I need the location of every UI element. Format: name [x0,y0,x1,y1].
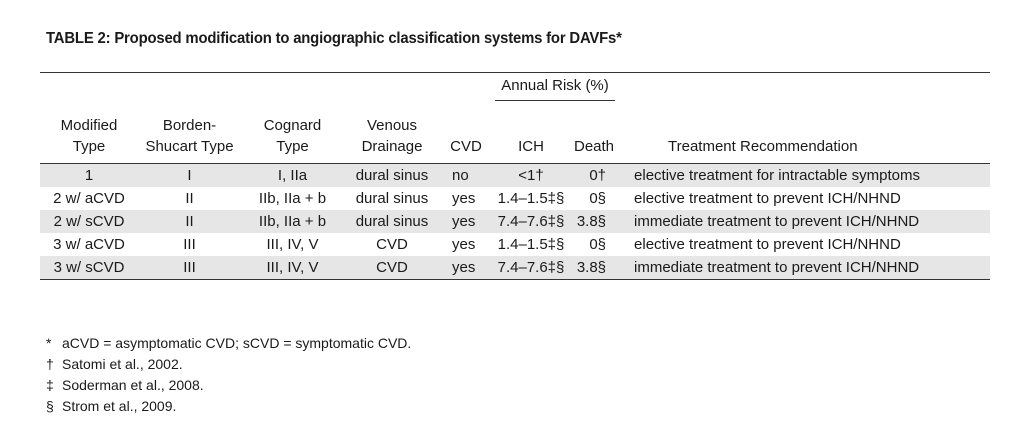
cell-cognard: I, IIa [241,163,344,187]
cell-borden-shucart: II [185,190,194,207]
table-row: 2 w/ sCVD II IIb, IIa + b dural sinus ye… [40,210,991,233]
table-row: 1 I I, IIa dural sinus no <1† 0† electiv… [40,163,991,187]
cell-venous-drainage: CVD [376,236,408,253]
cell-ich: 7.4–7.6‡§ [492,210,570,233]
footnote-text: Satomi et al., 2002. [62,356,183,372]
col-header-cognard: Cognard Type [263,117,322,155]
cell-venous-drainage: CVD [344,256,440,280]
col-header-modified-type: Modified Type [60,117,118,155]
cell-modified-type: 3 w/ sCVD [40,256,138,280]
cell-cvd: yes [452,190,476,207]
cell-modified-type: 2 w/ sCVD [40,210,138,233]
cell-venous-drainage: dural sinus [344,210,440,233]
cell-cognard: III, IV, V [266,236,319,253]
classification-table: Annual Risk (%) Modified Type Borden- Shuc… [40,72,991,280]
header-group-row: Annual Risk (%) [40,72,991,103]
cell-cvd: no [440,163,492,187]
col-header-cvd: CVD [450,138,482,155]
cell-modified-type: 3 w/ aCVD [53,236,125,253]
cell-venous-drainage: dural sinus [355,190,429,207]
header-row: Modified Type Borden- Shucart Type Cognard… [40,103,991,164]
cell-ich: 1.4–1.5‡§ [497,190,565,207]
footnote-text: aCVD = asymptomatic CVD; sCVD = symptoma… [62,335,412,351]
cell-venous-drainage: dural sinus [344,163,440,187]
footnote-symbol: § [46,398,54,414]
footnote-symbol: * [46,335,52,351]
cell-treatment: elective treatment to prevent ICH/NHND [634,236,901,253]
footnotes: * aCVD = asymptomatic CVD; sCVD = symptom… [46,333,411,417]
footnote-symbol: ‡ [46,377,54,393]
footnote-text: Strom et al., 2009. [62,398,177,414]
footnote: * aCVD = asymptomatic CVD; sCVD = symptom… [46,333,411,354]
cell-death: 0§ [589,190,607,207]
col-header-ich: ICH [518,138,544,155]
annual-risk-group-header: Annual Risk (%) [492,72,619,103]
cell-ich: 1.4–1.5‡§ [497,236,565,253]
cell-cvd: yes [440,210,492,233]
cell-borden-shucart: II [138,210,241,233]
cell-cvd: yes [452,236,476,253]
cell-treatment: elective treatment for intractable sympt… [618,163,991,187]
footnote-symbol: † [46,356,54,372]
cell-borden-shucart: III [183,236,196,253]
footnote-text: Soderman et al., 2008. [62,377,204,393]
cell-cognard: IIb, IIa + b [241,210,344,233]
cell-modified-type: 2 w/ aCVD [53,190,125,207]
table-title: TABLE 2: Proposed modification to angiog… [46,30,622,47]
footnote: ‡ Soderman et al., 2008. [46,375,411,396]
cell-borden-shucart: III [138,256,241,280]
cell-ich: <1† [492,163,570,187]
cell-cognard: III, IV, V [241,256,344,280]
col-header-venous-drainage: Venous Drainage [361,117,423,155]
cell-treatment: immediate treatment to prevent ICH/NHND [618,210,991,233]
table-row: 3 w/ sCVD III III, IV, V CVD yes 7.4–7.6… [40,256,991,280]
cell-cvd: yes [440,256,492,280]
cell-modified-type: 1 [40,163,138,187]
cell-death: 3.8§ [570,210,619,233]
cell-treatment: elective treatment to prevent ICH/NHND [634,190,901,207]
cell-death: 0† [570,163,619,187]
footnote: § Strom et al., 2009. [46,396,411,417]
cell-ich: 7.4–7.6‡§ [492,256,570,280]
col-header-death: Death [573,138,615,155]
table-row: 2 w/ aCVD II IIb, IIa + b dural sinus ye… [40,187,990,210]
footnote: † Satomi et al., 2002. [46,354,411,375]
cell-treatment: immediate treatment to prevent ICH/NHND [618,256,991,280]
cell-cognard: IIb, IIa + b [258,190,327,207]
table-row: 3 w/ aCVD III III, IV, V CVD yes 1.4–1.5… [40,233,990,256]
col-header-borden-shucart: Borden- Shucart Type [145,117,234,155]
cell-death: 3.8§ [570,256,619,280]
cell-borden-shucart: I [138,163,241,187]
cell-death: 0§ [589,236,607,253]
col-header-treatment: Treatment Recommendation [668,138,858,155]
